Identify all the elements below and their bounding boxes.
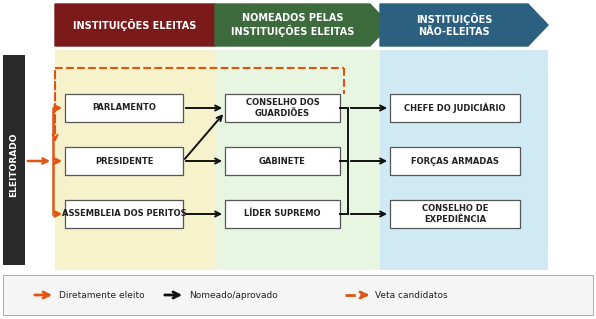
Bar bbox=[390, 147, 520, 175]
Bar bbox=[215, 50, 380, 270]
Text: PRESIDENTE: PRESIDENTE bbox=[95, 157, 153, 166]
Bar bbox=[390, 200, 520, 228]
Text: LÍDER SUPREMO: LÍDER SUPREMO bbox=[244, 210, 321, 219]
Bar bbox=[65, 200, 183, 228]
Text: FORÇAS ARMADAS: FORÇAS ARMADAS bbox=[411, 157, 499, 166]
Bar bbox=[3, 55, 25, 265]
Bar bbox=[390, 94, 520, 122]
Bar bbox=[65, 94, 183, 122]
Bar bbox=[380, 50, 548, 270]
Text: PARLAMENTO: PARLAMENTO bbox=[92, 103, 156, 113]
Bar bbox=[225, 94, 340, 122]
Text: GABINETE: GABINETE bbox=[259, 157, 306, 166]
Bar bbox=[65, 147, 183, 175]
Text: Diretamente eleito: Diretamente eleito bbox=[59, 291, 145, 300]
Text: INSTITUIÇÕES ELEITAS: INSTITUIÇÕES ELEITAS bbox=[73, 19, 197, 31]
Text: NOMEADOS PELAS
INSTITUIÇÕES ELEITAS: NOMEADOS PELAS INSTITUIÇÕES ELEITAS bbox=[231, 13, 354, 37]
Bar bbox=[225, 147, 340, 175]
Polygon shape bbox=[55, 4, 235, 46]
Text: Veta candidatos: Veta candidatos bbox=[375, 291, 448, 300]
Bar bbox=[55, 50, 215, 270]
Text: Nomeado/aprovado: Nomeado/aprovado bbox=[189, 291, 278, 300]
Text: ASSEMBLEIA DOS PERITOS: ASSEMBLEIA DOS PERITOS bbox=[62, 210, 187, 219]
Text: INSTITUIÇÕES
NÃO-ELEITAS: INSTITUIÇÕES NÃO-ELEITAS bbox=[416, 13, 492, 37]
Bar bbox=[225, 200, 340, 228]
Text: ELEITORADO: ELEITORADO bbox=[10, 133, 18, 197]
Bar bbox=[3, 275, 593, 315]
Polygon shape bbox=[215, 4, 390, 46]
Text: CONSELHO DE
EXPEDIÊNCIA: CONSELHO DE EXPEDIÊNCIA bbox=[422, 204, 488, 224]
Polygon shape bbox=[380, 4, 548, 46]
Text: CONSELHO DOS
GUARDIÕES: CONSELHO DOS GUARDIÕES bbox=[246, 98, 319, 118]
Text: CHEFE DO JUDICIÁRIO: CHEFE DO JUDICIÁRIO bbox=[404, 103, 506, 113]
